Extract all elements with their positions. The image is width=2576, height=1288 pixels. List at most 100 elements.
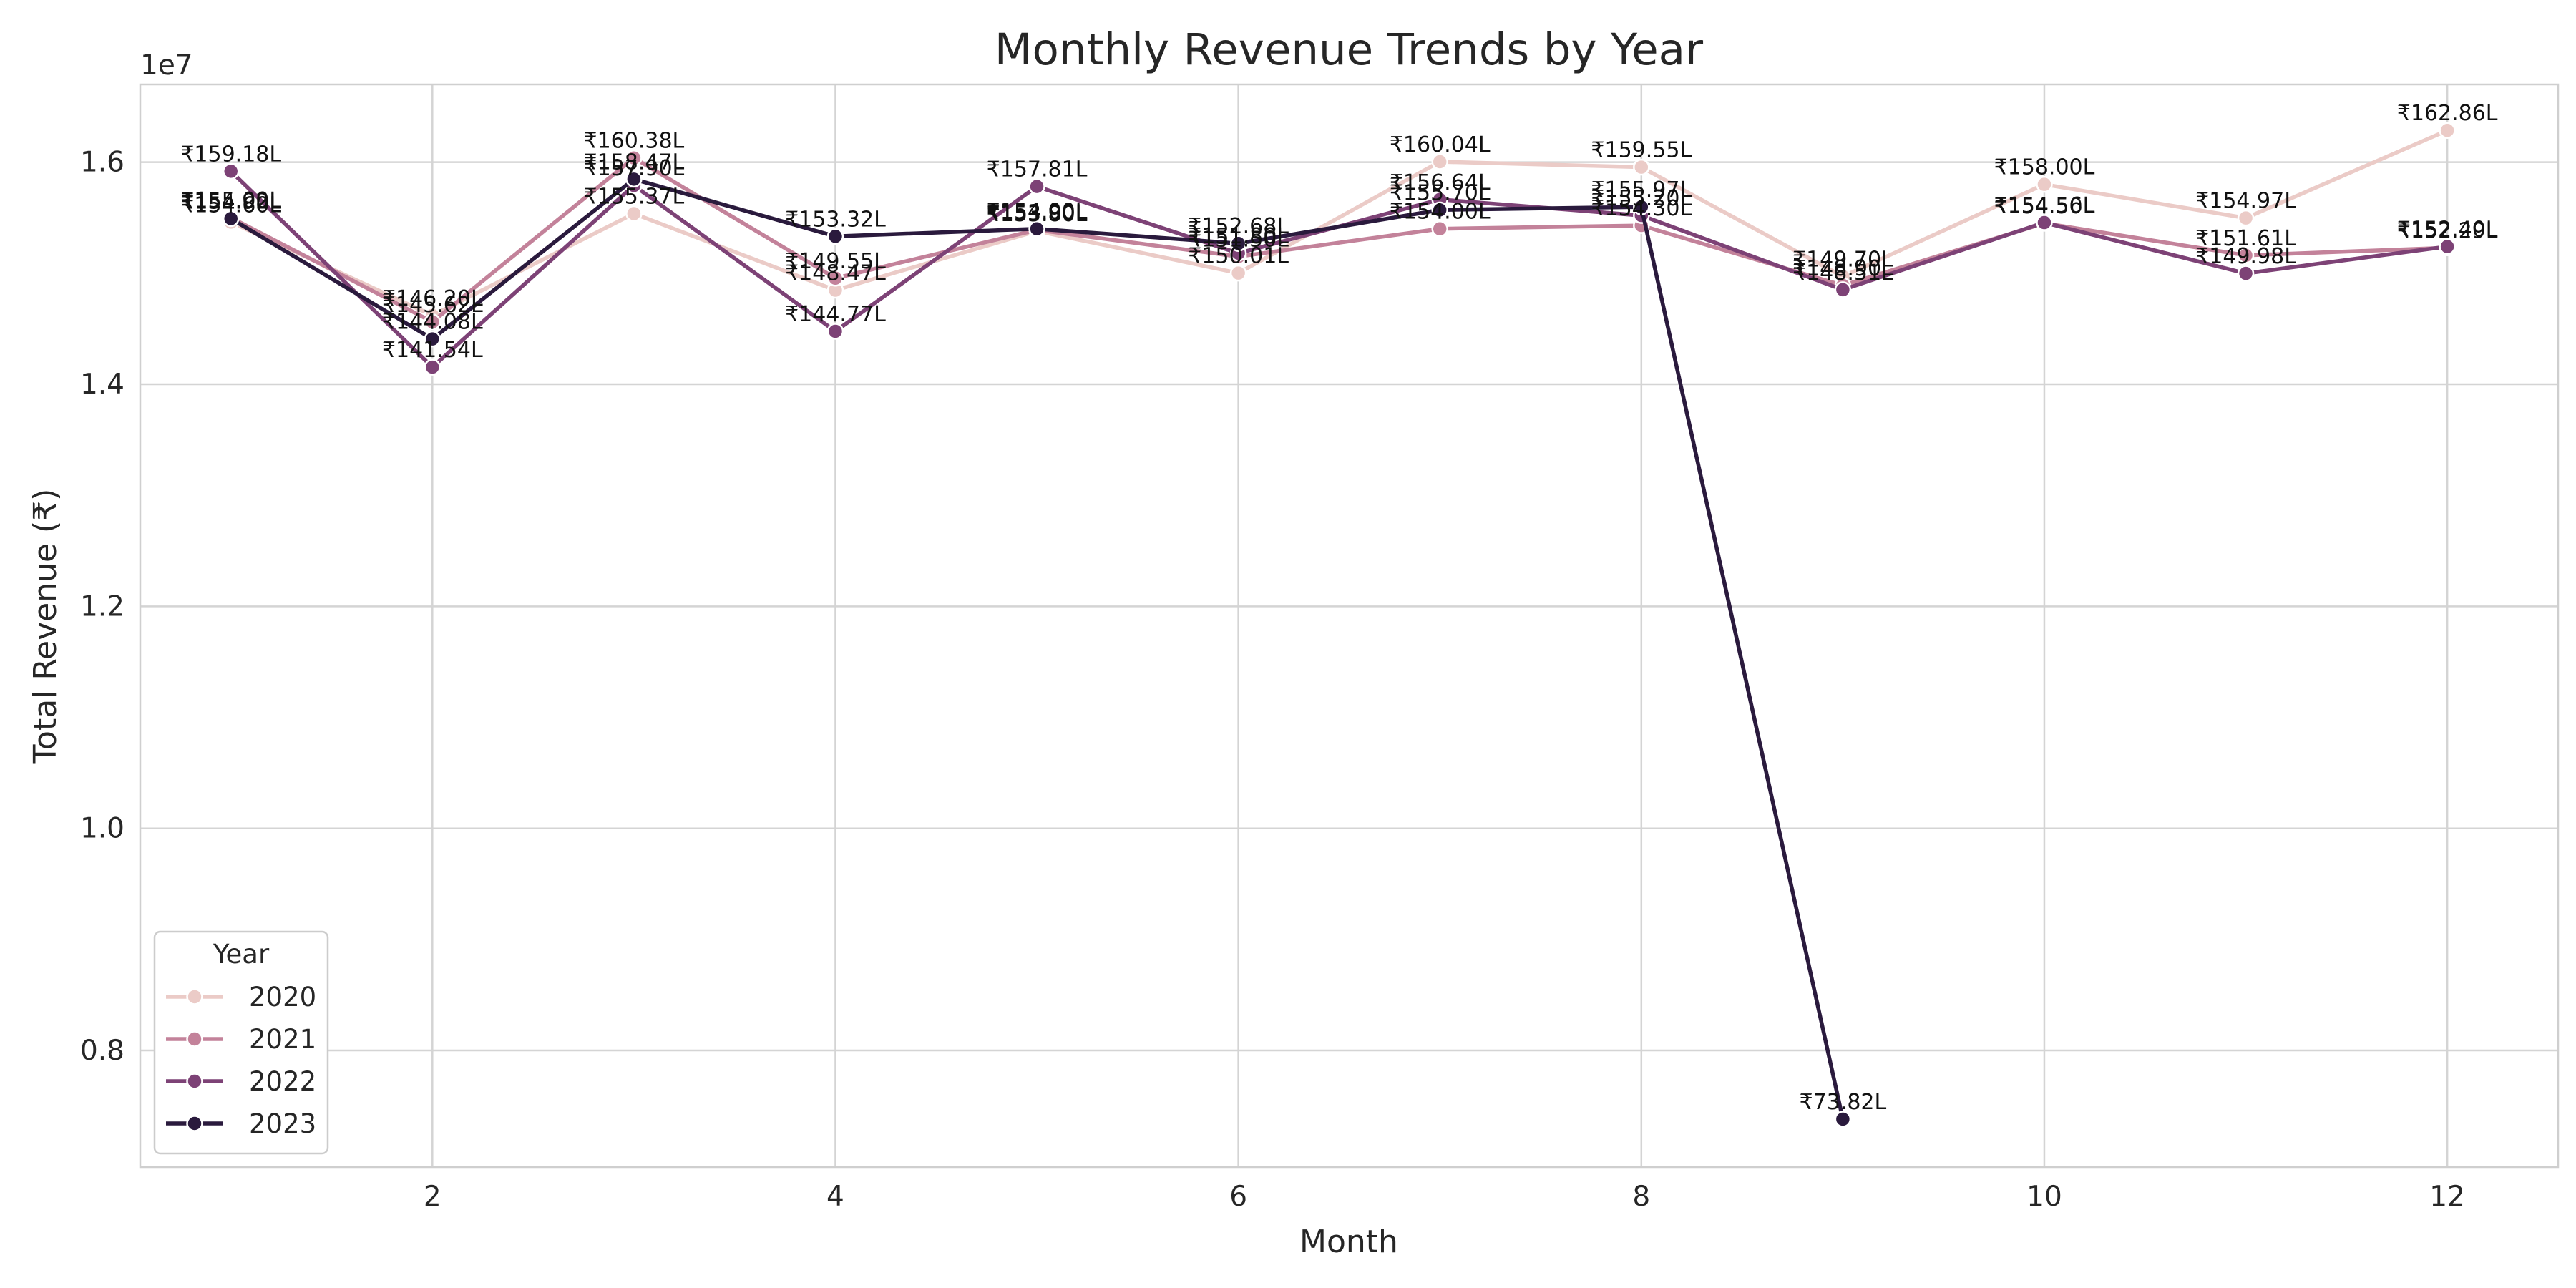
legend-items: 2020 2021 2022 2023 bbox=[166, 982, 316, 1139]
data-label-2023: ₹155.70L bbox=[1390, 180, 1491, 205]
data-label-2020: ₹154.60L bbox=[180, 192, 281, 218]
y-tick-label: 1.2 bbox=[80, 590, 125, 623]
legend-label-2020: 2020 bbox=[249, 982, 316, 1013]
data-point-2023 bbox=[1028, 220, 1045, 238]
data-label-2022: ₹154.56L bbox=[1994, 193, 2095, 218]
data-label-2022: ₹159.18L bbox=[180, 142, 281, 167]
x-tick-label: 6 bbox=[1229, 1181, 1247, 1213]
series-line-2021 bbox=[230, 155, 2448, 324]
data-point-2020 bbox=[2237, 209, 2255, 227]
data-label-2020: ₹154.97L bbox=[2195, 189, 2296, 214]
data-point-2020 bbox=[625, 205, 643, 223]
data-label-2023: ₹153.32L bbox=[785, 207, 886, 232]
data-labels: ₹154.60L ₹146.20L ₹155.37L ₹148.47L ₹153.80L… bbox=[180, 101, 2497, 1115]
data-point-2023 bbox=[826, 228, 844, 245]
data-label-2020: ₹149.70L bbox=[1792, 247, 1893, 272]
legend-marker-2021 bbox=[186, 1030, 203, 1048]
data-point-2020 bbox=[1633, 158, 1650, 176]
data-point-2020 bbox=[1229, 264, 1247, 282]
data-point-2023 bbox=[625, 170, 643, 188]
data-label-2021: ₹154.50L bbox=[1994, 194, 2095, 219]
data-label-2021: ₹152.29L bbox=[2397, 218, 2498, 243]
legend-marker-2022 bbox=[186, 1073, 203, 1090]
data-point-2023 bbox=[424, 330, 441, 348]
data-label-2023: ₹144.08L bbox=[382, 310, 483, 335]
series-line-2022 bbox=[229, 170, 2448, 369]
data-label-2020: ₹159.55L bbox=[1591, 138, 1692, 163]
data-point-2022 bbox=[1834, 281, 1852, 298]
data-label-2020: ₹160.04L bbox=[1390, 132, 1491, 157]
legend-label-2023: 2023 bbox=[249, 1108, 316, 1139]
data-label-2020: ₹162.86L bbox=[2397, 101, 2498, 126]
x-tick-label: 12 bbox=[2429, 1181, 2465, 1213]
data-point-2022 bbox=[2237, 265, 2255, 282]
legend-marker-2023 bbox=[186, 1115, 203, 1132]
data-point-2021 bbox=[826, 270, 844, 287]
data-label-2020: ₹150.01L bbox=[1188, 244, 1289, 269]
legend-title: Year bbox=[213, 939, 270, 970]
data-label-2022: ₹144.77L bbox=[785, 302, 886, 327]
data-label-2020: ₹148.47L bbox=[785, 261, 886, 286]
data-label-2022: ₹157.81L bbox=[987, 157, 1088, 182]
data-label-2021: ₹148.90L bbox=[1792, 256, 1893, 281]
data-point-2022 bbox=[222, 162, 240, 180]
data-label-2021: ₹154.30L bbox=[1591, 196, 1692, 221]
data-label-2020: ₹155.37L bbox=[583, 184, 684, 209]
x-tick-label: 2 bbox=[424, 1181, 441, 1213]
data-point-2023 bbox=[1834, 1111, 1852, 1128]
legend-label-2022: 2022 bbox=[249, 1066, 316, 1097]
data-point-2023 bbox=[1633, 198, 1650, 215]
data-label-2021: ₹154.00L bbox=[1390, 200, 1491, 225]
data-point-2023 bbox=[222, 210, 240, 228]
data-point-2022 bbox=[826, 323, 844, 340]
data-label-2022: ₹155.20L bbox=[1591, 186, 1692, 211]
legend-marker-2020 bbox=[186, 988, 203, 1005]
data-point-2022 bbox=[2036, 214, 2053, 231]
y-tick-label: 1.6 bbox=[80, 147, 125, 179]
data-label-2021: ₹155.00L bbox=[180, 188, 281, 213]
legend: Year 2020 2021 2022 2023 bbox=[153, 930, 329, 1155]
y-tick-label: 1.0 bbox=[80, 813, 125, 845]
data-label-2023: ₹152.68L bbox=[1188, 214, 1289, 239]
data-label-2021: ₹151.50L bbox=[1188, 228, 1289, 253]
data-label-2021: ₹160.38L bbox=[583, 129, 684, 154]
data-label-2022: ₹152.40L bbox=[2397, 218, 2498, 243]
data-point-2021 bbox=[625, 149, 643, 167]
data-point-2022 bbox=[2439, 238, 2456, 255]
data-label-2023: ₹155.97L bbox=[1591, 177, 1692, 203]
data-point-2022 bbox=[1028, 177, 1045, 195]
data-label-2020: ₹146.20L bbox=[382, 286, 483, 311]
y-axis-label: Total Revenue (₹) bbox=[27, 489, 64, 765]
data-point-2020 bbox=[2036, 175, 2053, 193]
y-axis-offset-label: 1e7 bbox=[140, 49, 193, 82]
data-label-2021: ₹145.62L bbox=[382, 293, 483, 318]
data-label-2022: ₹148.51L bbox=[1792, 260, 1893, 286]
plot-frame bbox=[139, 83, 2560, 1169]
x-tick-label: 8 bbox=[1632, 1181, 1650, 1213]
data-label-2022: ₹149.98L bbox=[2195, 244, 2296, 269]
data-label-2021: ₹153.90L bbox=[987, 200, 1088, 225]
data-label-2023: ₹73.82L bbox=[1800, 1090, 1887, 1115]
data-label-2023: ₹158.47L bbox=[583, 150, 684, 175]
data-label-2022: ₹156.64L bbox=[1390, 170, 1491, 195]
y-tick-label: 0.8 bbox=[80, 1035, 125, 1067]
data-label-2020: ₹158.00L bbox=[1994, 155, 2095, 180]
data-point-2023 bbox=[1229, 235, 1247, 252]
series-line-2020 bbox=[230, 128, 2449, 318]
x-axis-label: Month bbox=[1299, 1224, 1398, 1260]
axis-ticks: 2 4 6 8 10 12 0.8 1.0 1.2 1.4 1.6 bbox=[80, 147, 2465, 1213]
data-point-2021 bbox=[2237, 247, 2255, 264]
data-label-2022: ₹157.90L bbox=[583, 156, 684, 181]
data-label-2021: ₹151.61L bbox=[2195, 226, 2296, 251]
data-label-2023: ₹154.92L bbox=[180, 189, 281, 214]
data-point-2020 bbox=[1431, 153, 1448, 170]
data-label-2022: ₹151.80L bbox=[1188, 224, 1289, 249]
x-tick-label: 4 bbox=[826, 1181, 844, 1213]
data-label-2021: ₹149.55L bbox=[785, 249, 886, 274]
legend-box bbox=[153, 930, 329, 1155]
chart-title: Monthly Revenue Trends by Year bbox=[995, 24, 1704, 75]
data-point-2020 bbox=[2439, 122, 2456, 139]
y-tick-label: 1.4 bbox=[80, 369, 125, 401]
data-point-2021 bbox=[1431, 220, 1448, 238]
